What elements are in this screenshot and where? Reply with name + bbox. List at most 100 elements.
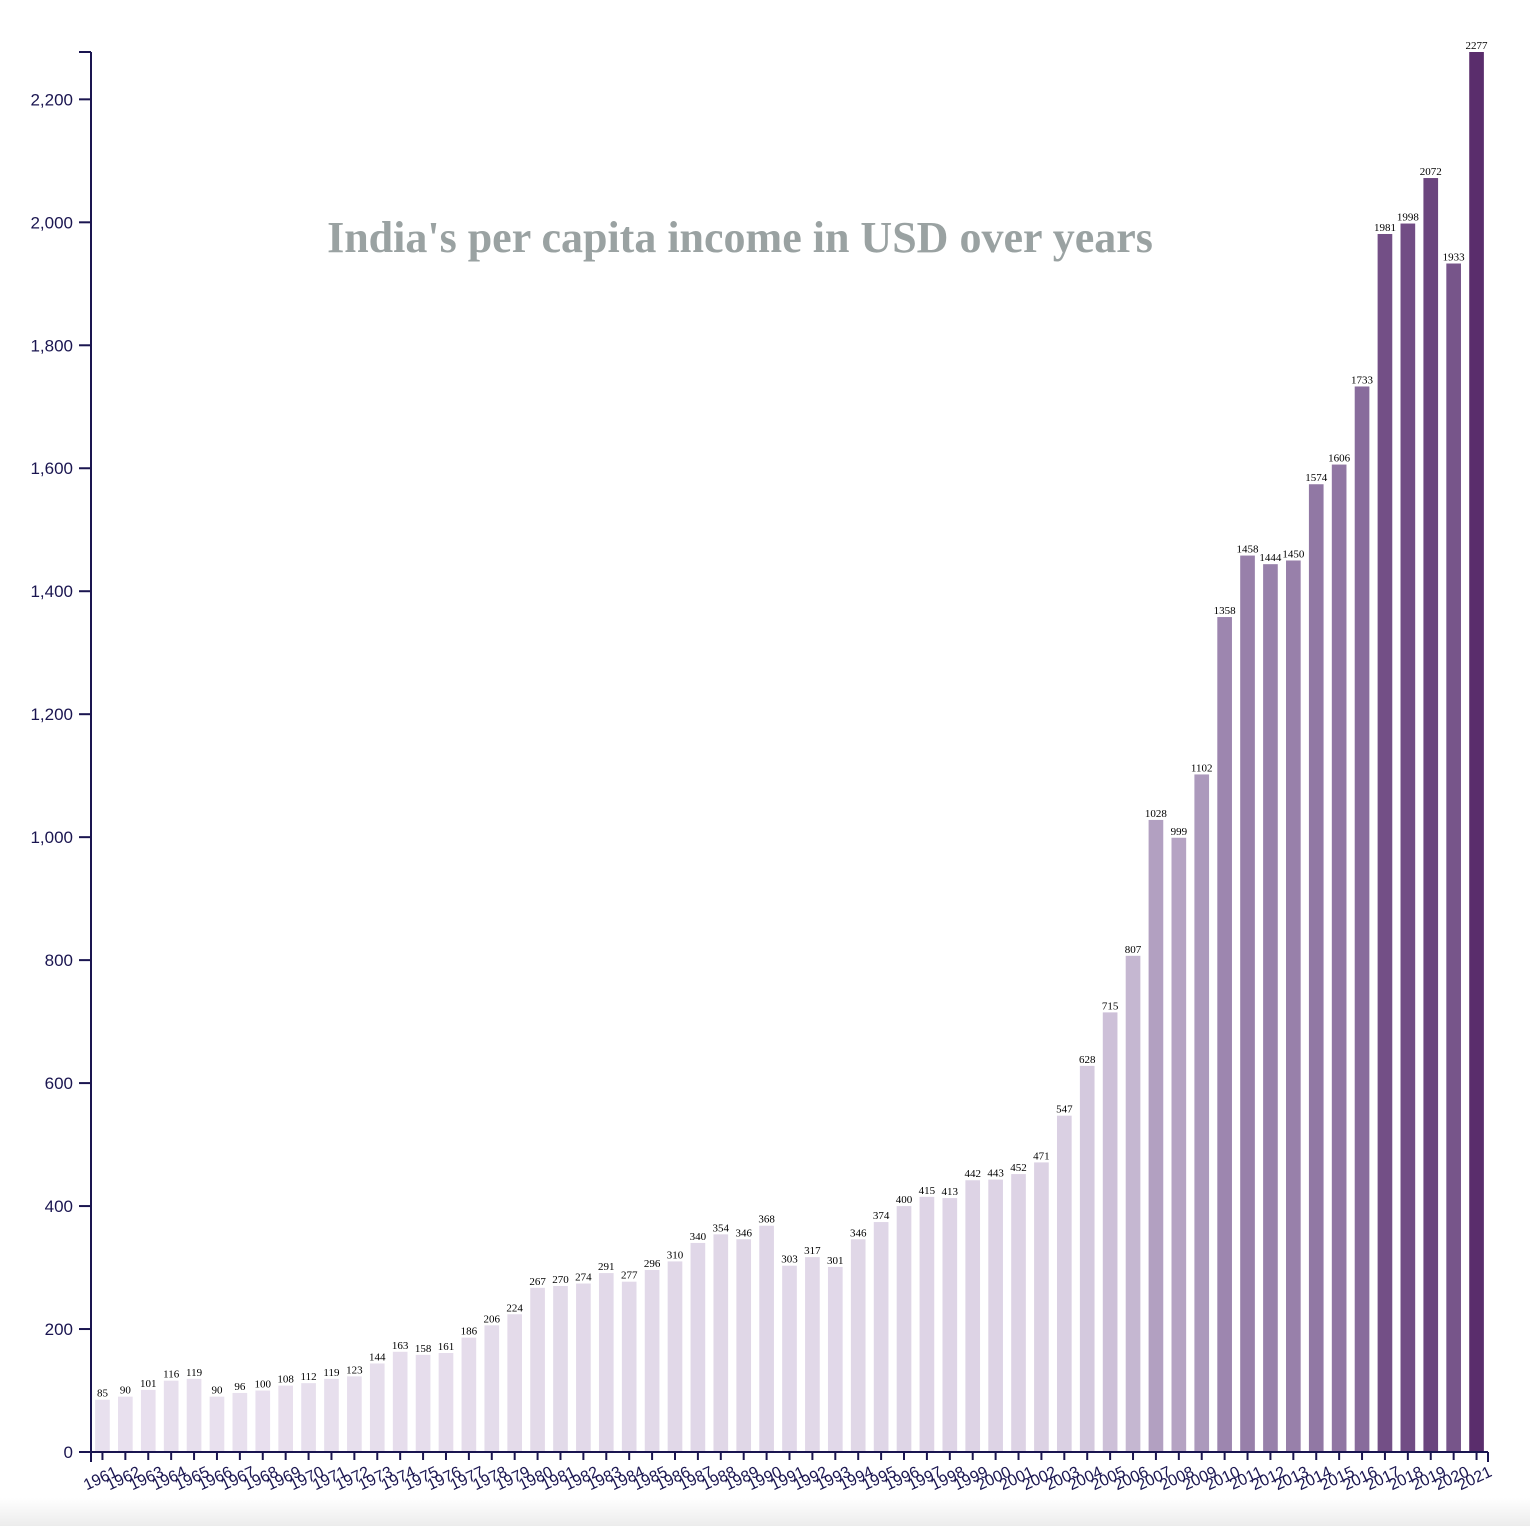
bar-value-label: 277 [621,1270,638,1282]
bar-1974 [392,1351,408,1452]
bar-value-label: 1933 [1443,252,1466,264]
bar-1977 [461,1337,477,1452]
bar-2010 [1217,617,1232,1452]
bar-1983 [598,1273,614,1452]
bar-value-label: 1606 [1328,453,1351,465]
bar-value-label: 96 [234,1381,246,1393]
bar-1998 [942,1198,958,1452]
bar-1982 [576,1283,591,1452]
bar-1967 [232,1392,248,1452]
y-tick-label: 800 [45,951,73,970]
bar-1975 [415,1354,431,1452]
bar-1993 [827,1266,843,1452]
bar-1989 [736,1239,752,1452]
bar-2003 [1056,1115,1072,1452]
bar-2006 [1125,955,1141,1452]
bar-2018 [1400,223,1416,1452]
bar-1961 [95,1399,110,1452]
bar-1976 [438,1353,454,1452]
bar-value-label: 123 [346,1364,363,1376]
bar-2015 [1331,464,1347,1452]
y-tick-label: 1,400 [30,582,73,601]
bar-value-label: 301 [827,1255,844,1267]
bar-value-label: 163 [392,1340,409,1352]
y-tick-label: 1,000 [30,828,73,847]
bar-value-label: 112 [301,1371,317,1383]
bar-2021 [1469,52,1484,1452]
bar-value-label: 2277 [1466,40,1489,52]
bar-1987 [690,1242,706,1452]
chart-title: India's per capita income in USD over ye… [327,213,1153,262]
bar-value-label: 90 [211,1385,223,1397]
bar-1984 [621,1281,637,1452]
bar-1963 [140,1389,156,1452]
bar-2017 [1377,233,1393,1453]
bar-1970 [301,1383,316,1452]
bar-1994 [850,1239,866,1452]
bar-value-label: 158 [415,1343,432,1355]
bar-value-label: 346 [735,1227,752,1239]
bar-2011 [1240,555,1255,1452]
bar-value-label: 443 [987,1168,1004,1180]
bar-value-label: 374 [873,1210,890,1222]
bar-value-label: 1028 [1145,808,1168,820]
bar-1972 [347,1376,362,1452]
bar-2005 [1102,1012,1118,1452]
bar-1986 [667,1261,683,1452]
bar-value-label: 368 [758,1214,775,1226]
bar-1997 [919,1196,935,1452]
bar-1992 [805,1257,820,1452]
bar-value-label: 400 [896,1194,913,1206]
bar-value-label: 354 [713,1222,730,1234]
bar-value-label: 270 [552,1274,569,1286]
bar-value-label: 628 [1079,1054,1096,1066]
bar-value-label: 1574 [1305,472,1328,484]
y-tick-label: 2,200 [30,90,73,109]
bar-value-label: 413 [942,1186,959,1198]
bar-value-label: 296 [644,1258,661,1270]
bar-value-labels: 85 90 101 116 119 90 96 100 108 112 119 123 144 163 15… [97,40,1488,1400]
bar-value-label: 186 [461,1326,478,1338]
bar-1973 [369,1363,385,1452]
bar-1980 [530,1287,545,1452]
y-tick-label: 0 [64,1443,73,1462]
bar-value-label: 715 [1102,1000,1119,1012]
bar-value-label: 415 [919,1185,936,1197]
bar-value-label: 144 [369,1351,386,1363]
y-tick-label: 600 [45,1074,73,1093]
bar-2020 [1446,263,1461,1452]
y-tick-label: 2,000 [30,213,73,232]
bar-1966 [209,1396,225,1452]
bar-1988 [713,1234,729,1452]
bar-2019 [1423,178,1439,1452]
bar-1962 [118,1396,133,1452]
bar-value-label: 100 [255,1379,272,1391]
bar-value-label: 101 [140,1378,157,1390]
bar-value-label: 999 [1171,826,1188,838]
bar-value-label: 119 [186,1367,203,1379]
bar-value-label: 471 [1033,1150,1050,1162]
y-tick-label: 200 [45,1320,73,1339]
bar-2007 [1148,819,1164,1452]
bar-1965 [186,1378,202,1452]
bar-2009 [1194,774,1210,1452]
bar-value-label: 303 [781,1254,798,1266]
bar-value-label: 108 [277,1374,294,1386]
bar-1979 [507,1314,523,1452]
bar-2002 [1034,1162,1049,1452]
bar-value-label: 1450 [1282,548,1305,560]
bar-2013 [1286,560,1301,1452]
bar-value-label: 224 [506,1302,523,1314]
bar-value-label: 1358 [1214,605,1237,617]
bar-value-label: 274 [575,1272,592,1284]
bar-1968 [255,1390,271,1452]
bar-1996 [896,1206,912,1452]
bar-value-label: 442 [964,1168,981,1180]
bar-2008 [1171,837,1187,1452]
bar-2016 [1354,386,1370,1453]
bar-1978 [484,1325,500,1452]
bar-value-label: 85 [97,1388,109,1400]
bar-value-label: 291 [598,1261,615,1273]
bar-1971 [324,1378,339,1452]
